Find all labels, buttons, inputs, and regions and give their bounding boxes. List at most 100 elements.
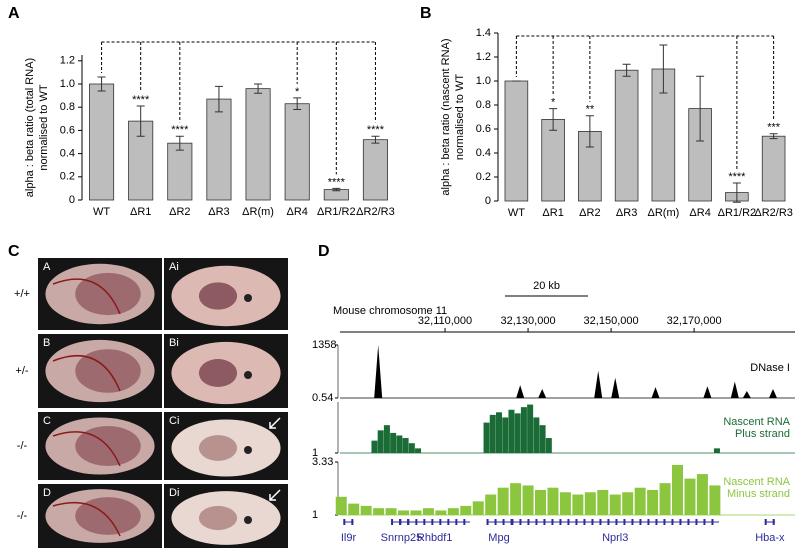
exon [764,519,767,525]
exon [431,519,434,525]
track-scale-label: 3.33 [312,456,333,468]
y-tick-label: 0.4 [476,147,491,159]
signal-bar [597,489,609,515]
vessel [52,431,121,467]
signal-bar [447,508,459,515]
signal-bar [545,438,552,453]
signal-bar [622,492,634,515]
x-tick-label: ΔR4 [286,206,307,218]
gene-label: Rhbdf1 [417,532,452,544]
genotype-label: +/- [15,365,28,377]
exon [695,519,698,525]
y-tick-label: 1.2 [60,55,75,67]
gene-label: Nprl3 [602,532,628,544]
exon [447,519,450,525]
exon [711,519,714,525]
signal-bar [371,440,378,453]
signal-bar [402,438,409,453]
track-label: Plus strand [735,428,790,440]
signal-bar [508,409,515,453]
vessel [52,501,121,537]
signal-bar [539,425,546,453]
y-tick-label: 0.4 [60,148,75,160]
x-tick-label: WT [93,206,110,218]
y-axis-label: alpha : beta ratio (nascent RNA) [440,38,452,195]
signal-bar [460,505,472,515]
significance-label: **** [328,176,346,188]
significance-label: **** [367,124,385,136]
eye [244,516,252,524]
exon [391,519,394,525]
significance-label: **** [132,94,150,106]
track-label: Nascent RNA [723,416,790,428]
scale-bar-label: 20 kb [533,280,560,292]
gene [343,519,354,525]
genotype-label: +/+ [14,288,30,300]
y-tick-label: 0 [485,195,491,207]
signal-bar [497,487,509,515]
exon [671,519,674,525]
signal-bar [398,510,410,515]
signal-bar [385,508,397,515]
signal-bar [408,443,415,453]
liver [198,435,238,461]
vessel [52,278,121,315]
bar [541,119,565,202]
error-bar [585,115,594,148]
y-tick-label: 1.0 [476,75,491,87]
signal-bar [415,448,422,453]
exon [559,519,562,525]
image-label: B [43,337,50,349]
image-label: A [43,261,51,273]
significance-label: **** [171,124,189,136]
error-bar [175,135,184,151]
track-label: Minus strand [727,488,790,500]
y-tick-label: 1.4 [476,27,491,39]
error-bar [332,187,341,192]
gene [399,519,470,525]
signal-bar [559,492,571,515]
exon [679,519,682,525]
exon [631,519,634,525]
signal-bar [572,494,584,515]
exon [615,519,618,525]
y-tick-label: 1.0 [60,78,75,90]
error-bar [622,63,631,77]
signal-bar [435,510,447,515]
x-tick-label: ΔR1 [130,206,151,218]
bar [362,139,388,201]
signal-peak [611,377,620,398]
exon [502,519,505,525]
x-tick-label: ΔR2/R3 [356,206,395,218]
error-bar [293,97,302,111]
exon [535,519,538,525]
significance-label: ** [586,104,595,116]
signal-bar [377,430,384,453]
vessel [52,354,121,392]
signal-bar [514,413,521,453]
chromosome-label: Mouse chromosome 11 [333,305,447,317]
x-tick-label: WT [508,207,525,219]
signal-bar [472,501,484,515]
bar [504,80,529,202]
signal-bar [535,489,547,515]
bar [245,88,271,201]
exon [486,519,489,525]
signal-bar [684,478,696,515]
x-tick-label: ΔR(m) [242,206,274,218]
signal-bar [547,487,559,515]
exon [527,519,530,525]
x-tick-label: ΔR2 [169,206,190,218]
exon [607,519,610,525]
gene-label: Snrnp25 [381,532,423,544]
exon [463,519,466,525]
liver [198,359,238,387]
x-tick-label: 32,150,000 [584,315,639,327]
signal-bar [696,474,708,515]
exon [599,519,602,525]
gene-label: Il9r [341,532,357,544]
y-tick-label: 0.6 [60,124,75,136]
exon [551,519,554,525]
gene [511,519,720,525]
signal-bar [489,414,496,453]
